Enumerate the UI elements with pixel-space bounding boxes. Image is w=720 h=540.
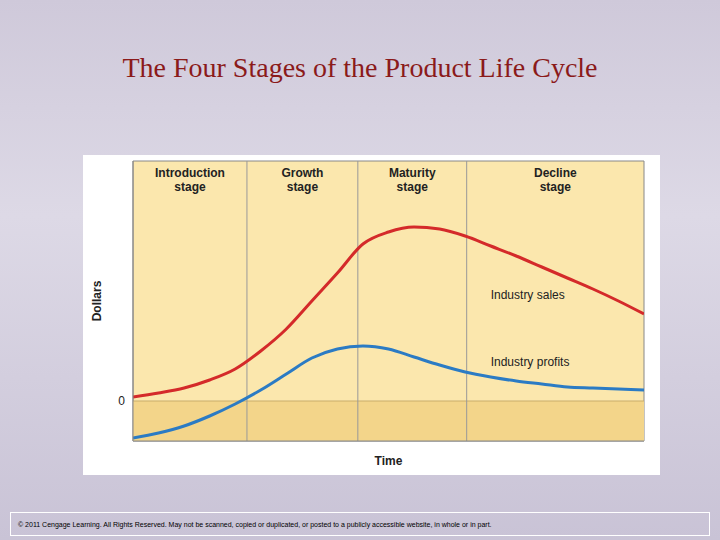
html-text:The Four Stages of the Product: The Four Stages of the Product Life Cycl… <box>122 52 598 83</box>
svg-text:Industry profits: Industry profits <box>491 355 570 369</box>
svg-text:Industry sales: Industry sales <box>491 288 565 302</box>
svg-text:Declinestage: Declinestage <box>534 166 577 194</box>
svg-text:Maturitystage: Maturitystage <box>389 166 436 194</box>
svg-text:Growthstage: Growthstage <box>281 166 323 194</box>
svg-text:Dollars: Dollars <box>90 280 104 321</box>
html-text:© 2011 Cengage Learning. All R: © 2011 Cengage Learning. All Rights Rese… <box>18 521 492 528</box>
svg-text:Time: Time <box>375 454 403 468</box>
svg-text:Introductionstage: Introductionstage <box>155 166 225 194</box>
svg-text:0: 0 <box>118 394 125 408</box>
